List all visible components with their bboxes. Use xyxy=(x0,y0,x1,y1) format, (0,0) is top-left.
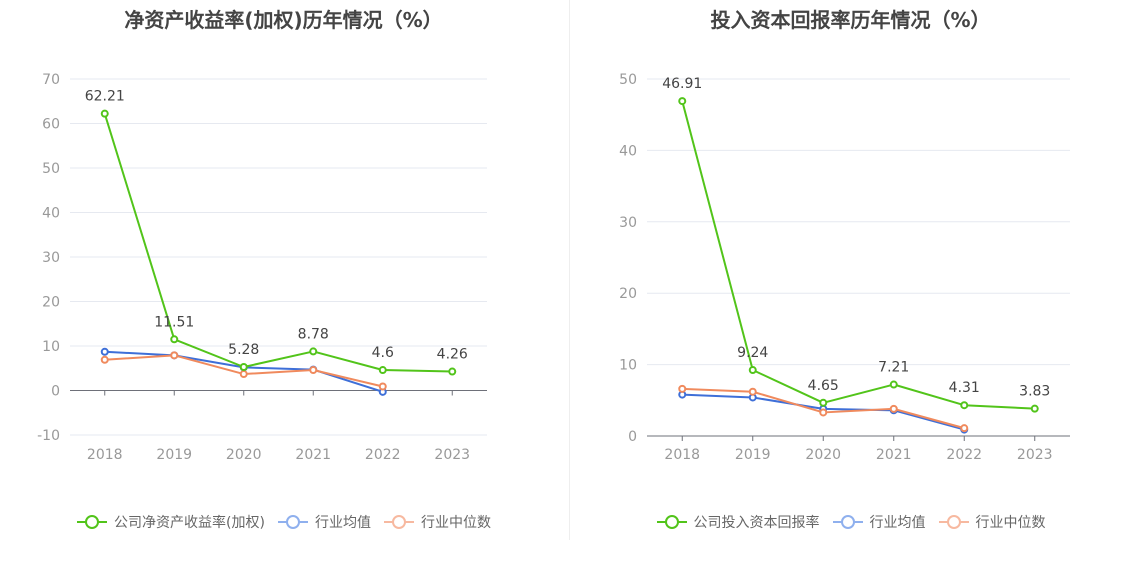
y-tick-label: 40 xyxy=(619,143,637,159)
data-label: 8.78 xyxy=(298,326,329,342)
data-point xyxy=(889,404,898,413)
data-point xyxy=(309,347,318,356)
legend-item[interactable]: 行业均值 xyxy=(277,510,371,534)
legend-item[interactable]: 行业中位数 xyxy=(383,510,491,534)
data-point xyxy=(239,370,248,379)
legend-item[interactable]: 行业均值 xyxy=(832,510,926,534)
legend-label: 行业均值 xyxy=(314,515,371,531)
data-label: 11.51 xyxy=(154,314,194,330)
x-tick-label: 2022 xyxy=(946,447,982,463)
roic-line-chart: 0 10 20 30 40 50 2018 2019 2020 2021 2022 2023 46.91… xyxy=(619,72,1070,463)
y-tick-label: 30 xyxy=(42,250,60,266)
data-point xyxy=(100,355,109,364)
data-point xyxy=(960,401,969,410)
legend-line-circle-icon xyxy=(77,515,108,529)
legend-line-circle-icon xyxy=(938,515,969,529)
data-point xyxy=(819,408,828,417)
legend-line-circle-icon xyxy=(277,515,308,529)
y-tick-label: -10 xyxy=(37,428,60,444)
y-tick-label: 0 xyxy=(628,429,637,445)
legend-line-circle-icon xyxy=(383,515,414,529)
data-point xyxy=(378,382,387,391)
data-point xyxy=(100,109,109,118)
data-point xyxy=(960,424,969,433)
data-label: 5.28 xyxy=(228,342,259,358)
legend-item[interactable]: 公司净资产收益率(加权) xyxy=(76,510,265,534)
y-tick-label: 10 xyxy=(42,339,60,355)
data-point xyxy=(239,363,248,372)
data-point xyxy=(1030,404,1039,413)
data-point xyxy=(309,366,318,375)
x-tick-label: 2018 xyxy=(87,447,123,463)
y-tick-label: 70 xyxy=(42,72,60,88)
panel-divider xyxy=(569,0,570,540)
x-tick-label: 2021 xyxy=(295,447,331,463)
x-tick-label: 2020 xyxy=(226,447,262,463)
chart-legend: 公司净资产收益率(加权) 行业均值 行业中位数 xyxy=(0,510,567,534)
y-tick-label: 30 xyxy=(619,215,637,231)
data-point xyxy=(448,367,457,376)
chart-legend: 公司投入资本回报率 行业均值 行业中位数 xyxy=(567,510,1134,534)
data-point xyxy=(748,387,757,396)
x-tick-label: 2021 xyxy=(876,447,912,463)
x-tick-label: 2023 xyxy=(434,447,470,463)
data-label: 46.91 xyxy=(662,76,702,92)
series-line xyxy=(681,100,1035,410)
data-label: 62.21 xyxy=(85,89,125,105)
chart-title: 净资产收益率(加权)历年情况（%） xyxy=(124,8,443,32)
x-tick-label: 2019 xyxy=(156,447,192,463)
y-tick-label: 20 xyxy=(42,295,60,311)
y-tick-label: 10 xyxy=(619,358,637,374)
legend-line-circle-icon xyxy=(656,515,687,529)
roic-chart-panel: 投入资本回报率历年情况（%） 0 10 20 30 40 50 2018 2019 2020 20… xyxy=(567,0,1134,582)
data-point xyxy=(819,398,828,407)
y-tick-label: 50 xyxy=(619,72,637,88)
data-label: 4.26 xyxy=(437,347,468,363)
data-point xyxy=(678,97,687,106)
data-label: 9.24 xyxy=(737,345,768,361)
y-tick-label: 20 xyxy=(619,286,637,302)
data-point xyxy=(678,384,687,393)
data-label: 4.6 xyxy=(372,345,394,361)
data-point xyxy=(748,366,757,375)
y-tick-label: 0 xyxy=(51,384,60,400)
x-tick-label: 2019 xyxy=(735,447,771,463)
data-label: 4.65 xyxy=(808,378,839,394)
data-point xyxy=(170,351,179,360)
x-tick-label: 2020 xyxy=(805,447,841,463)
roe-line-chart: -10 0 10 20 30 40 50 60 70 2018 2019 2020 2021 2022 20… xyxy=(37,72,487,463)
data-point xyxy=(378,366,387,375)
y-tick-label: 50 xyxy=(42,161,60,177)
series-line xyxy=(103,113,453,373)
y-tick-label: 60 xyxy=(42,117,60,133)
roe-chart-panel: 净资产收益率(加权)历年情况（%） -10 0 10 20 30 40 50 60 70 2018… xyxy=(0,8,567,534)
data-label: 7.21 xyxy=(878,360,909,376)
legend-label: 行业均值 xyxy=(869,515,926,531)
data-label: 3.83 xyxy=(1019,384,1050,400)
y-tick-label: 40 xyxy=(42,206,60,222)
legend-label: 行业中位数 xyxy=(420,515,491,531)
x-tick-label: 2023 xyxy=(1017,447,1053,463)
chart-title: 投入资本回报率历年情况（%） xyxy=(710,8,991,32)
data-point xyxy=(100,347,109,356)
legend-line-circle-icon xyxy=(832,515,863,529)
legend-item[interactable]: 公司投入资本回报率 xyxy=(656,510,820,534)
legend-label: 公司净资产收益率(加权) xyxy=(114,515,265,531)
data-label: 4.31 xyxy=(949,380,980,396)
data-point xyxy=(889,380,898,389)
legend-label: 公司投入资本回报率 xyxy=(693,515,820,531)
x-tick-label: 2022 xyxy=(365,447,401,463)
legend-item[interactable]: 行业中位数 xyxy=(938,510,1046,534)
x-tick-label: 2018 xyxy=(664,447,700,463)
legend-label: 行业中位数 xyxy=(975,515,1046,531)
data-point xyxy=(170,335,179,344)
